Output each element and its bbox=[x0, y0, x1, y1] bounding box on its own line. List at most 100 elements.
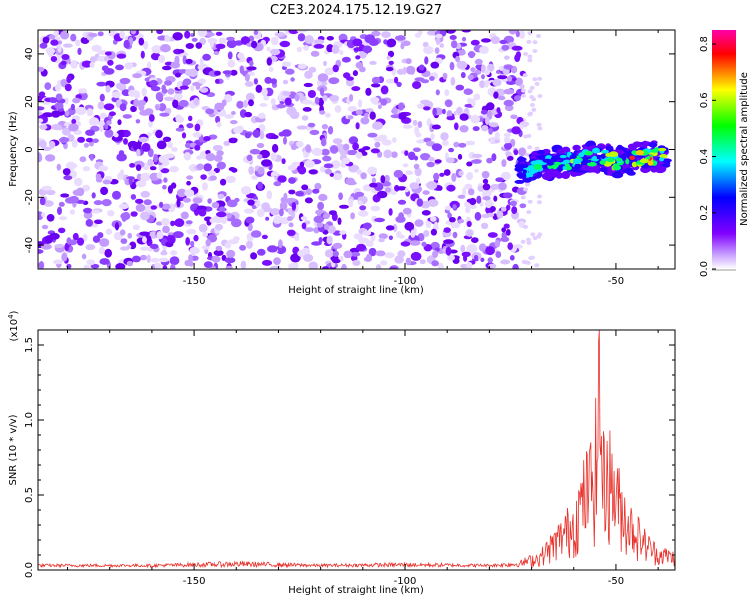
heatmap-cell bbox=[457, 194, 466, 199]
heatmap-cell bbox=[107, 59, 114, 66]
heatmap-cell bbox=[461, 36, 467, 42]
heatmap-cell bbox=[443, 239, 454, 244]
heatmap-cell bbox=[592, 147, 600, 154]
heatmap-cell bbox=[469, 204, 477, 210]
heatmap-cell bbox=[317, 201, 324, 211]
heatmap-cell bbox=[215, 115, 221, 124]
heatmap-cell bbox=[414, 167, 422, 177]
heatmap-cell bbox=[357, 200, 363, 206]
heatmap-cell bbox=[130, 105, 137, 113]
heatmap-cell bbox=[92, 138, 99, 144]
heatmap-cell bbox=[362, 230, 372, 236]
heatmap-cell bbox=[207, 198, 212, 204]
heatmap-cell bbox=[420, 153, 431, 161]
heatmap-cell bbox=[227, 239, 239, 245]
heatmap-cell bbox=[162, 225, 170, 234]
heatmap-cell bbox=[512, 263, 519, 269]
heatmap-cell bbox=[457, 49, 466, 56]
heatmap-cell bbox=[69, 209, 75, 215]
heatmap-cell bbox=[420, 99, 431, 105]
heatmap-cell bbox=[185, 58, 193, 64]
heatmap-cell bbox=[212, 144, 223, 152]
heatmap-cell bbox=[266, 57, 272, 66]
heatmap-cell bbox=[592, 155, 597, 161]
heatmap-cell bbox=[625, 158, 630, 165]
heatmap-cell bbox=[56, 163, 61, 171]
heatmap-cell bbox=[195, 42, 203, 49]
y-tick-label: -40 bbox=[24, 237, 35, 253]
heatmap-cell bbox=[463, 254, 468, 262]
snr-panel: -150 -100 -50 0.0 0.5 1.0 1.5 Height of straig… bbox=[7, 310, 676, 596]
heatmap-cell bbox=[270, 208, 281, 216]
heatmap-cell bbox=[156, 30, 163, 35]
heatmap-cell bbox=[274, 31, 286, 37]
heatmap-cell bbox=[489, 206, 496, 212]
heatmap-cell bbox=[429, 76, 435, 81]
heatmap-cell bbox=[529, 95, 535, 99]
heatmap-cell bbox=[430, 216, 437, 222]
heatmap-cell bbox=[199, 87, 209, 93]
heatmap-cell bbox=[464, 201, 471, 208]
heatmap-cell bbox=[488, 127, 493, 135]
heatmap-cell bbox=[369, 60, 377, 65]
heatmap-cell bbox=[485, 246, 495, 256]
heatmap-cell bbox=[469, 197, 477, 206]
heatmap-cell bbox=[470, 159, 482, 164]
heatmap-cell bbox=[319, 110, 326, 115]
heatmap-cell bbox=[143, 40, 149, 50]
heatmap-cell bbox=[149, 166, 157, 171]
heatmap-cell bbox=[261, 202, 270, 211]
heatmap-cell bbox=[231, 111, 236, 115]
heatmap-cell bbox=[267, 245, 278, 253]
heatmap-cell bbox=[339, 149, 348, 156]
heatmap-cell bbox=[86, 108, 94, 117]
heatmap-cell bbox=[197, 64, 205, 71]
heatmap-cell bbox=[459, 125, 469, 133]
heatmap-cell bbox=[370, 148, 380, 154]
heatmap-cell bbox=[158, 165, 164, 170]
heatmap-cell bbox=[297, 33, 306, 42]
heatmap-cell bbox=[45, 189, 56, 196]
heatmap-cell bbox=[179, 85, 189, 90]
heatmap-cell bbox=[550, 156, 559, 163]
heatmap-cell bbox=[185, 43, 194, 49]
heatmap-cell bbox=[381, 31, 391, 38]
heatmap-cell bbox=[369, 111, 376, 120]
heatmap-cell bbox=[491, 153, 497, 162]
heatmap-cell bbox=[458, 142, 467, 148]
heatmap-cell bbox=[203, 163, 212, 172]
heatmap-cell bbox=[388, 60, 394, 65]
heatmap-cell bbox=[85, 219, 94, 227]
heatmap-cell bbox=[362, 146, 371, 151]
heatmap-cell bbox=[456, 106, 463, 115]
heatmap-cell bbox=[547, 161, 554, 166]
heatmap-cell bbox=[355, 55, 361, 60]
heatmap-cell bbox=[536, 149, 546, 155]
colorbar-tick-label: 0.8 bbox=[699, 36, 710, 52]
heatmap-cell bbox=[385, 67, 394, 72]
heatmap-cell bbox=[99, 238, 110, 247]
heatmap-cell bbox=[507, 155, 514, 161]
heatmap-cell bbox=[500, 206, 507, 212]
heatmap-cell bbox=[600, 154, 606, 159]
heatmap-cell bbox=[103, 103, 115, 111]
heatmap-cell bbox=[132, 73, 143, 79]
heatmap-cell bbox=[111, 135, 123, 142]
heatmap-cell bbox=[413, 163, 420, 170]
heatmap-cell bbox=[227, 59, 236, 68]
heatmap-cell bbox=[510, 114, 518, 120]
heatmap-cell bbox=[370, 96, 380, 104]
heatmap-cell bbox=[251, 40, 258, 49]
heatmap-cell bbox=[246, 154, 253, 162]
heatmap-cell bbox=[398, 112, 407, 121]
heatmap-cell bbox=[303, 82, 313, 88]
heatmap-cell bbox=[341, 263, 347, 269]
x-tick-label: -100 bbox=[394, 576, 417, 587]
heatmap-cell bbox=[279, 201, 288, 211]
heatmap-cell bbox=[211, 201, 220, 209]
heatmap-cell bbox=[493, 91, 499, 99]
heatmap-cell bbox=[365, 108, 374, 113]
heatmap-cell bbox=[269, 265, 281, 269]
heatmap-cell bbox=[449, 61, 455, 71]
heatmap-cell bbox=[443, 169, 451, 176]
